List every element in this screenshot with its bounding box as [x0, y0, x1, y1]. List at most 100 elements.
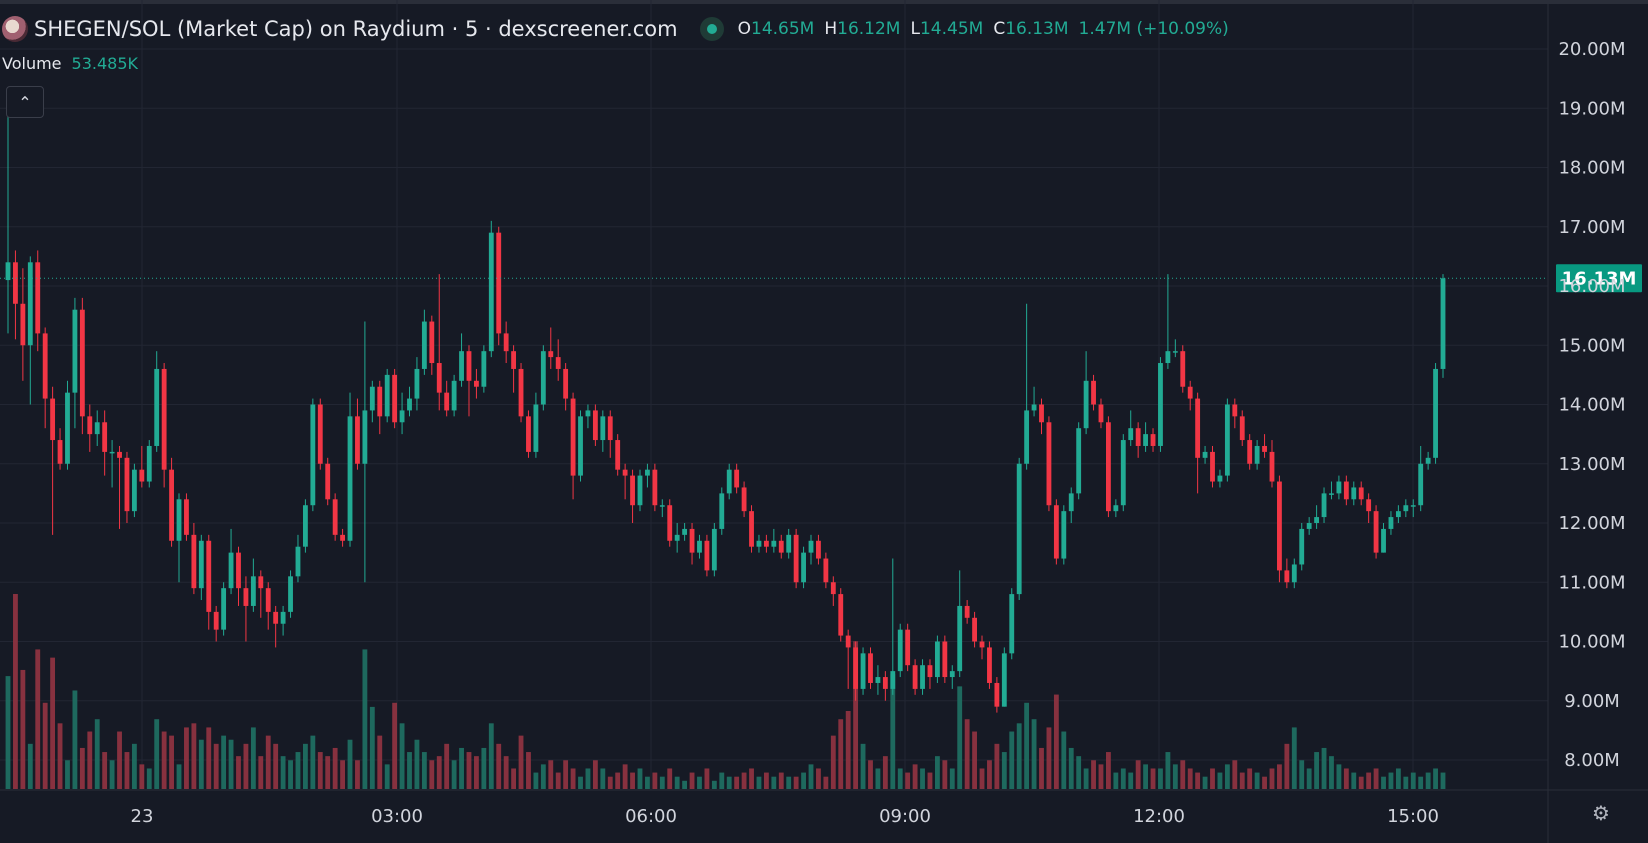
volume-bar	[1284, 743, 1290, 789]
volume-bar	[310, 735, 316, 789]
volume-bar	[169, 735, 174, 789]
volume-bar	[42, 702, 48, 789]
price-tick-label: 11.00M	[1558, 572, 1625, 593]
candle-body	[1061, 511, 1067, 559]
volume-bar	[1217, 772, 1223, 789]
candle-body	[503, 333, 509, 352]
candle-body	[1150, 434, 1156, 446]
candle-body	[399, 410, 405, 423]
candle-body	[1009, 594, 1015, 654]
volume-bar	[65, 760, 70, 789]
time-tick-label: 23	[131, 806, 154, 827]
candle-body	[890, 671, 896, 689]
candle-body	[1403, 505, 1409, 512]
candle-body	[570, 398, 576, 476]
volume-bar	[548, 760, 554, 789]
volume-bar	[578, 776, 583, 789]
time-tick-label: 15:00	[1387, 806, 1439, 827]
volume-bar	[860, 743, 866, 789]
volume-bar	[57, 723, 63, 789]
volume-bar	[697, 776, 702, 789]
volume-bar	[1299, 760, 1305, 789]
volume-bar	[1269, 768, 1275, 789]
volume-bar	[1336, 764, 1342, 789]
volume-bar	[555, 772, 561, 789]
volume-bar	[5, 676, 11, 789]
candle-body	[258, 576, 264, 589]
candle-body	[302, 505, 308, 547]
close-value: 16.13M	[1005, 19, 1069, 39]
candle-body	[1024, 410, 1030, 464]
price-tick-label: 8.00M	[1564, 750, 1620, 771]
volume-bar	[79, 747, 85, 789]
volume-bar	[407, 752, 412, 789]
volume-bar	[526, 752, 531, 789]
volume-bar	[1120, 768, 1126, 789]
candle-body	[243, 588, 249, 606]
low-value: 14.45M	[919, 19, 984, 39]
volume-bar	[496, 743, 502, 789]
volume-bar	[1076, 756, 1082, 789]
candle-body	[615, 440, 621, 470]
volume-bar	[102, 752, 108, 789]
last-price-badge	[1556, 264, 1642, 293]
gear-icon[interactable]: ⚙	[1592, 801, 1610, 825]
chart-header: SHEGEN/SOL (Market Cap) on Raydium · 5 ·…	[0, 14, 1229, 44]
volume-bar	[1024, 702, 1030, 789]
candle-body	[496, 232, 502, 334]
volume-bar	[1358, 776, 1364, 789]
candle-body	[65, 392, 70, 464]
volume-bar	[392, 702, 398, 789]
candle-body	[704, 540, 710, 571]
volume-bar	[607, 776, 613, 789]
volume-bar	[1031, 719, 1037, 789]
candle-body	[645, 469, 650, 476]
candle-body	[793, 534, 799, 583]
candle-body	[563, 368, 569, 399]
volume-bar	[325, 756, 331, 789]
volume-bar	[1083, 768, 1089, 789]
volume-bar	[1425, 772, 1431, 789]
price-axis[interactable]: 8.00M 9.00M 10.00M 11.00M 12.00M 13.00M 14.00M…	[1558, 39, 1625, 771]
candle-body	[1321, 493, 1327, 518]
volume-bar	[362, 649, 368, 789]
last-price-line: 16.13M	[0, 264, 1642, 293]
candle-body	[250, 576, 256, 606]
volume-bar	[1046, 727, 1052, 789]
volume-bar	[466, 752, 472, 789]
candle-body	[972, 617, 977, 642]
volume-bar	[206, 727, 212, 789]
volume-bar	[258, 756, 264, 789]
candle-body	[607, 416, 613, 441]
volume-bar	[1187, 768, 1193, 789]
candle-body	[1083, 380, 1089, 429]
volume-bar	[511, 768, 517, 789]
volume-bar	[429, 760, 435, 789]
volume-bar	[1143, 764, 1149, 789]
volume-bar	[444, 743, 450, 789]
candle-body	[756, 540, 762, 547]
volume-bar	[146, 768, 152, 789]
candle-body	[860, 653, 866, 689]
volume-bar	[1091, 760, 1096, 789]
candle-body	[288, 576, 293, 612]
candle-body	[816, 540, 821, 559]
candle-body	[1433, 368, 1438, 458]
candle-body	[280, 611, 286, 624]
candle-body	[957, 605, 963, 672]
collapse-legend-button[interactable]: ⌃	[6, 86, 44, 118]
volume-bar	[563, 760, 569, 789]
candle-body	[1120, 440, 1126, 506]
volume-bar	[659, 776, 665, 789]
time-axis[interactable]: 23 03:00 06:00 09:00 12:00 15:00	[131, 806, 1439, 827]
volume-bar	[1381, 776, 1386, 789]
volume-bar	[645, 776, 650, 789]
candle-body	[652, 469, 658, 506]
live-dot-icon[interactable]	[699, 17, 724, 41]
volume-bar	[711, 780, 717, 789]
candle-body	[600, 416, 606, 441]
volume-bar	[1039, 747, 1044, 789]
candle-body	[347, 416, 353, 541]
price-tick-label: 15.00M	[1558, 335, 1625, 356]
